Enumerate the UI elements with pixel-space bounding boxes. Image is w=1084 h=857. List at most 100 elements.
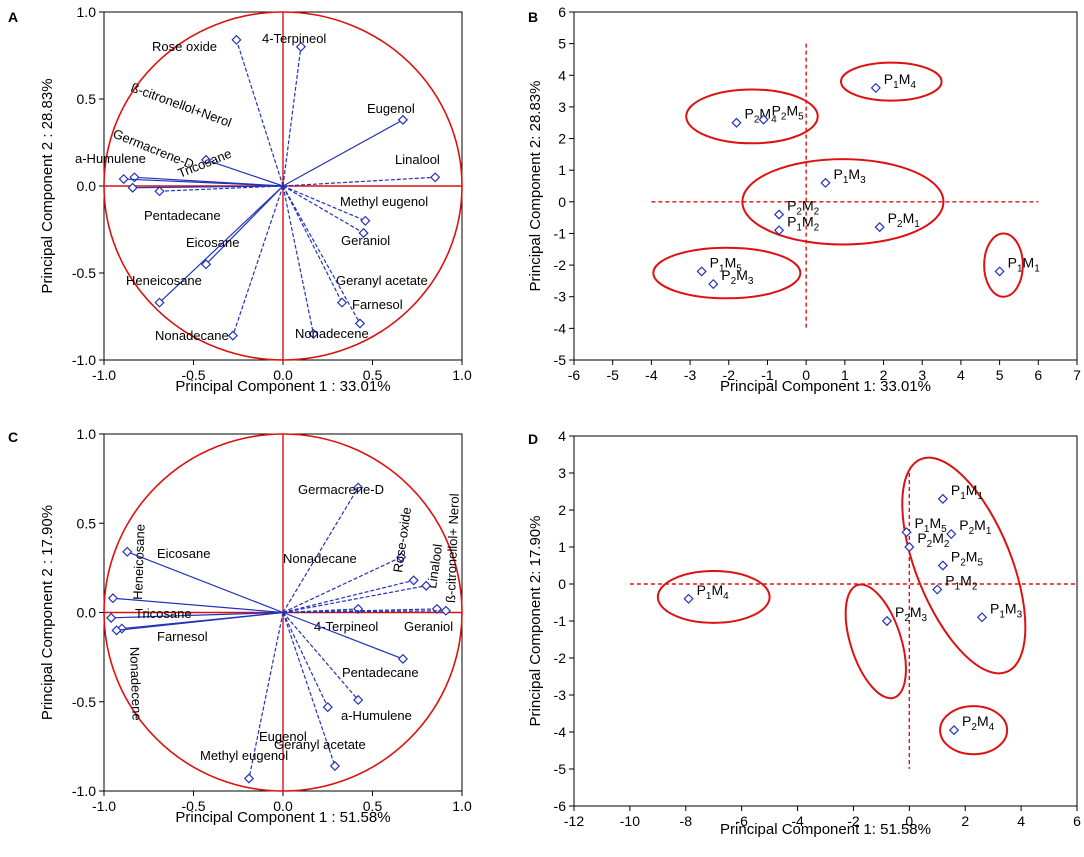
score-label-part: P [959, 517, 968, 533]
group-ellipse [901, 456, 1027, 675]
score-label-part: P [915, 515, 924, 531]
score-label-part: 2 [969, 526, 975, 537]
loading-marker [308, 328, 319, 339]
loading-label: Methyl eugenol [340, 194, 428, 209]
panel-label-d: D [528, 431, 538, 447]
loading-label: Germacrene-D [298, 482, 384, 497]
score-point [731, 117, 742, 128]
loading-marker [358, 227, 369, 239]
y-tick-label: -1 [554, 613, 567, 629]
loading-label: 4-Terpineol [262, 31, 326, 46]
score-label-part: M [1023, 254, 1035, 270]
score-label-part: 2 [796, 206, 802, 217]
score-label-part: M [1005, 600, 1017, 616]
x-tick-label: 2 [880, 367, 888, 383]
x-tick-label: 5 [996, 367, 1004, 383]
score-label-part: P [951, 482, 960, 498]
score-label: P2M2 [917, 530, 950, 550]
group-ellipse [939, 705, 1009, 756]
y-tick-label: 5 [558, 36, 566, 52]
score-label-part: 2 [754, 115, 760, 126]
panel-b-score-plot: B-6 -5 -4 -3 -2 -1 0 1 2 3 4 5 6 7-5-4-3-2-10123456Pr… [527, 4, 1081, 395]
y-tick-label: 1 [558, 539, 566, 555]
score-label-part: 1 [955, 582, 961, 593]
x-tick-label: 2 [961, 813, 969, 829]
score-label-part: 1 [893, 80, 899, 91]
x-tick-label: 0.5 [363, 798, 383, 814]
y-axis-label: Principal Component 2: 17.90% [527, 516, 544, 727]
loading-vector [116, 611, 284, 631]
x-axis-label: Principal Component 1 : 33.01% [175, 378, 390, 395]
loading-marker [353, 694, 364, 706]
score-label-part: 3 [860, 175, 866, 186]
y-tick-label: 4 [558, 428, 566, 444]
score-label: P1M1 [951, 482, 984, 502]
score-label-part: 4 [910, 80, 916, 91]
score-label-part: M [802, 213, 814, 229]
y-axis-label: Principal Component 2 : 17.90% [39, 505, 56, 720]
loading-vector [282, 611, 404, 660]
x-tick-label: -6 [735, 813, 748, 829]
score-label-part: 5 [736, 263, 742, 274]
loading-label: Nonadecane [155, 328, 229, 343]
loading-label: Nonadecene [127, 647, 145, 721]
y-tick-label: 0.0 [77, 605, 97, 621]
score-point [773, 209, 785, 220]
x-tick-label: 7 [1073, 367, 1081, 383]
x-tick-label: -10 [620, 813, 640, 829]
loading-label: Geraniol [341, 233, 390, 248]
loading-vector [123, 178, 284, 187]
loading-vector [235, 39, 284, 187]
score-label-part: 3 [922, 613, 928, 624]
y-tick-label: 4 [558, 67, 566, 83]
score-label-part: M [910, 604, 922, 620]
score-label-part: P [884, 71, 893, 87]
loading-vector [159, 185, 284, 304]
loading-label: Eicosane [186, 235, 239, 250]
score-point [708, 278, 719, 290]
loading-vector [111, 611, 284, 619]
score-label: P2M4 [745, 106, 778, 126]
score-label-part: 2 [731, 276, 737, 287]
loading-label: Pentadecane [342, 665, 419, 680]
score-label-part: 4 [723, 591, 729, 602]
loading-vector [282, 610, 446, 614]
score-label-part: P [745, 106, 754, 122]
loading-label: 4-Terpineol [314, 619, 378, 634]
score-point [874, 222, 885, 233]
loading-marker [118, 173, 129, 185]
score-label-part: M [786, 103, 798, 119]
loading-vector [282, 612, 329, 708]
loading-marker [111, 625, 122, 636]
loading-vector [282, 185, 366, 222]
y-tick-label: 1 [558, 162, 566, 178]
score-point [976, 612, 988, 623]
y-tick-label: -0.5 [72, 265, 96, 281]
x-tick-label: -2 [723, 367, 736, 383]
score-label-part: 5 [941, 524, 947, 535]
y-axis-label: Principal Component 2: 28.83% [527, 81, 544, 292]
score-label-part: P [951, 549, 960, 565]
y-tick-label: 3 [558, 99, 566, 115]
loading-marker [353, 482, 364, 493]
loading-label: a-Humulene [75, 151, 146, 166]
score-label-part: P [710, 254, 719, 270]
score-label: P2M5 [951, 549, 984, 569]
score-label: P1M4 [884, 71, 917, 91]
x-tick-label: 6 [1073, 813, 1081, 829]
loading-marker [360, 215, 371, 226]
score-label: P2M1 [888, 210, 921, 230]
score-label-part: P [721, 267, 730, 283]
score-label-part: M [711, 582, 723, 598]
y-tick-label: -1.0 [72, 783, 96, 799]
loading-marker [408, 575, 419, 586]
y-tick-label: -3 [554, 289, 567, 305]
score-label-part: 2 [927, 539, 933, 550]
score-label-part: P [772, 103, 781, 119]
score-label-part: 1 [719, 263, 725, 274]
x-tick-label: -12 [564, 813, 584, 829]
x-tick-label: 0.5 [363, 367, 383, 383]
score-label-part: 3 [1017, 609, 1023, 620]
y-tick-label: -3 [554, 687, 567, 703]
x-tick-label: 4 [1017, 813, 1025, 829]
